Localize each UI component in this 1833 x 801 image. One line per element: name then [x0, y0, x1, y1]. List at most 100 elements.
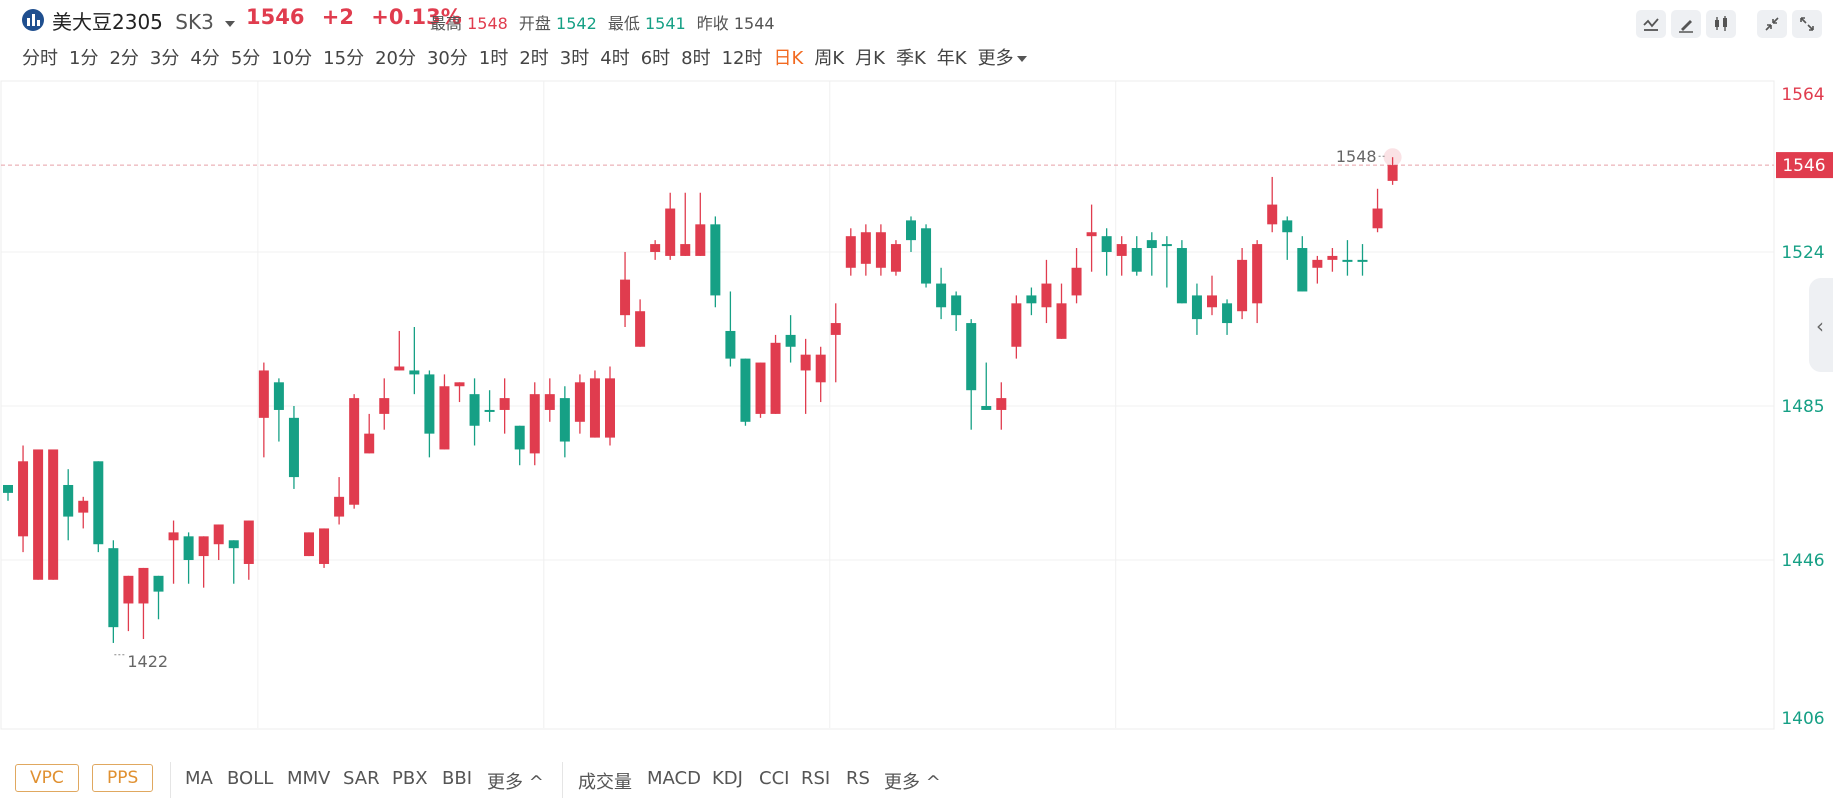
- candle-body[interactable]: [1312, 259, 1323, 268]
- candle-body[interactable]: [213, 524, 224, 545]
- candle-body[interactable]: [108, 548, 119, 628]
- period-tab-12[interactable]: 3时: [559, 48, 590, 69]
- draw-icon[interactable]: [1671, 10, 1701, 38]
- candle-body[interactable]: [770, 342, 781, 414]
- candle-body[interactable]: [845, 236, 856, 268]
- period-tab-0[interactable]: 分时: [22, 48, 58, 69]
- candle-body[interactable]: [243, 520, 254, 564]
- period-tab-5[interactable]: 5分: [230, 48, 261, 69]
- candle-body[interactable]: [1297, 248, 1308, 292]
- candle-body[interactable]: [890, 244, 901, 272]
- side-panel-toggle[interactable]: ‹: [1809, 278, 1833, 372]
- candle-body[interactable]: [815, 354, 826, 383]
- candle-body[interactable]: [755, 362, 766, 414]
- instrument-code[interactable]: SK3: [175, 10, 214, 34]
- candle-body[interactable]: [650, 244, 661, 252]
- period-tab-13[interactable]: 4时: [600, 48, 630, 69]
- candle-body[interactable]: [273, 382, 284, 410]
- candle-body[interactable]: [1252, 244, 1263, 304]
- candle-body[interactable]: [454, 382, 465, 387]
- candle-body[interactable]: [409, 370, 420, 375]
- period-tab-21[interactable]: 年K: [936, 48, 967, 69]
- tag-vpc[interactable]: VPC: [15, 764, 79, 792]
- candle-body[interactable]: [800, 354, 811, 371]
- candle-body[interactable]: [1191, 295, 1202, 320]
- period-tab-17[interactable]: 日K: [773, 48, 804, 69]
- more-main-indicators[interactable]: 更多 ^: [487, 772, 544, 793]
- candle-body[interactable]: [725, 330, 736, 359]
- sub-indicator-0[interactable]: 成交量: [578, 772, 632, 793]
- candle-body[interactable]: [18, 461, 29, 537]
- candle-body[interactable]: [1026, 295, 1037, 304]
- sub-indicator-1[interactable]: MACD: [647, 768, 701, 789]
- indicator-icon[interactable]: [1636, 10, 1666, 38]
- candle-body[interactable]: [228, 540, 239, 549]
- candle-body[interactable]: [996, 398, 1007, 410]
- candle-body[interactable]: [966, 323, 977, 391]
- sub-indicator-2[interactable]: KDJ: [712, 768, 743, 789]
- period-tab-1[interactable]: 1分: [69, 48, 99, 69]
- candle-body[interactable]: [499, 398, 510, 410]
- candle-body[interactable]: [123, 575, 134, 604]
- candle-body[interactable]: [63, 484, 74, 517]
- candle-body[interactable]: [334, 496, 345, 517]
- candle-body[interactable]: [620, 279, 631, 316]
- period-tab-22[interactable]: 更多: [978, 44, 1038, 70]
- candle-body[interactable]: [198, 536, 209, 557]
- candle-body[interactable]: [304, 532, 314, 557]
- period-tab-14[interactable]: 6时: [640, 48, 671, 69]
- candle-body[interactable]: [1267, 204, 1278, 225]
- period-tab-6[interactable]: 10分: [271, 48, 313, 69]
- candle-body[interactable]: [1176, 248, 1187, 304]
- candle-body[interactable]: [1146, 240, 1157, 249]
- candle-body[interactable]: [78, 500, 89, 513]
- candle-body[interactable]: [138, 567, 149, 604]
- period-tab-18[interactable]: 周K: [814, 48, 845, 69]
- candle-body[interactable]: [605, 378, 615, 438]
- main-indicator-ma[interactable]: MA: [185, 768, 213, 789]
- candle-body[interactable]: [469, 394, 480, 426]
- shrink-icon[interactable]: [1757, 10, 1787, 38]
- main-indicator-pbx[interactable]: PBX: [392, 768, 428, 789]
- candle-body[interactable]: [559, 398, 570, 442]
- candle-body[interactable]: [168, 532, 179, 541]
- candle-body[interactable]: [33, 449, 44, 580]
- candle-body[interactable]: [1041, 283, 1052, 308]
- candle-body[interactable]: [1116, 244, 1127, 256]
- candle-body[interactable]: [258, 370, 269, 418]
- candle-body[interactable]: [514, 425, 525, 450]
- candle-body[interactable]: [574, 382, 585, 422]
- period-tab-16[interactable]: 12时: [721, 48, 763, 69]
- sub-indicator-4[interactable]: RSI: [801, 768, 831, 789]
- candle-body[interactable]: [379, 398, 390, 414]
- chevron-left-icon[interactable]: ‹: [1816, 314, 1824, 338]
- instrument-selector[interactable]: 美大豆2305 SK3: [52, 6, 236, 35]
- candle-body[interactable]: [1342, 259, 1353, 262]
- candle-body[interactable]: [1282, 220, 1293, 233]
- candle-body[interactable]: [951, 295, 962, 316]
- candle-body[interactable]: [153, 575, 164, 592]
- candle-body[interactable]: [394, 366, 405, 371]
- candle-body[interactable]: [1237, 259, 1248, 312]
- candle-body[interactable]: [1207, 295, 1217, 308]
- candle-body[interactable]: [1161, 244, 1172, 247]
- period-tab-19[interactable]: 月K: [855, 48, 885, 69]
- instrument-name[interactable]: 美大豆2305: [52, 10, 163, 34]
- candle-body[interactable]: [665, 208, 676, 256]
- candle-body[interactable]: [1011, 303, 1022, 347]
- main-indicator-mmv[interactable]: MMV: [287, 768, 331, 789]
- candle-body[interactable]: [544, 394, 555, 410]
- sub-indicator-5[interactable]: RS: [846, 768, 870, 789]
- period-tab-4[interactable]: 4分: [190, 48, 220, 69]
- period-tab-10[interactable]: 1时: [478, 48, 509, 69]
- candle-body[interactable]: [288, 417, 299, 478]
- chevron-down-icon[interactable]: [225, 20, 236, 27]
- main-indicator-bbi[interactable]: BBI: [442, 768, 473, 789]
- candle-body[interactable]: [1056, 303, 1067, 339]
- candle-body[interactable]: [695, 224, 706, 256]
- period-tab-9[interactable]: 30分: [426, 48, 468, 69]
- period-tab-20[interactable]: 季K: [895, 48, 926, 69]
- candle-body[interactable]: [981, 406, 992, 410]
- candlestick-chart[interactable]: 1564154615241485144614061546154814222022…: [0, 80, 1833, 730]
- candle-body[interactable]: [1357, 259, 1368, 262]
